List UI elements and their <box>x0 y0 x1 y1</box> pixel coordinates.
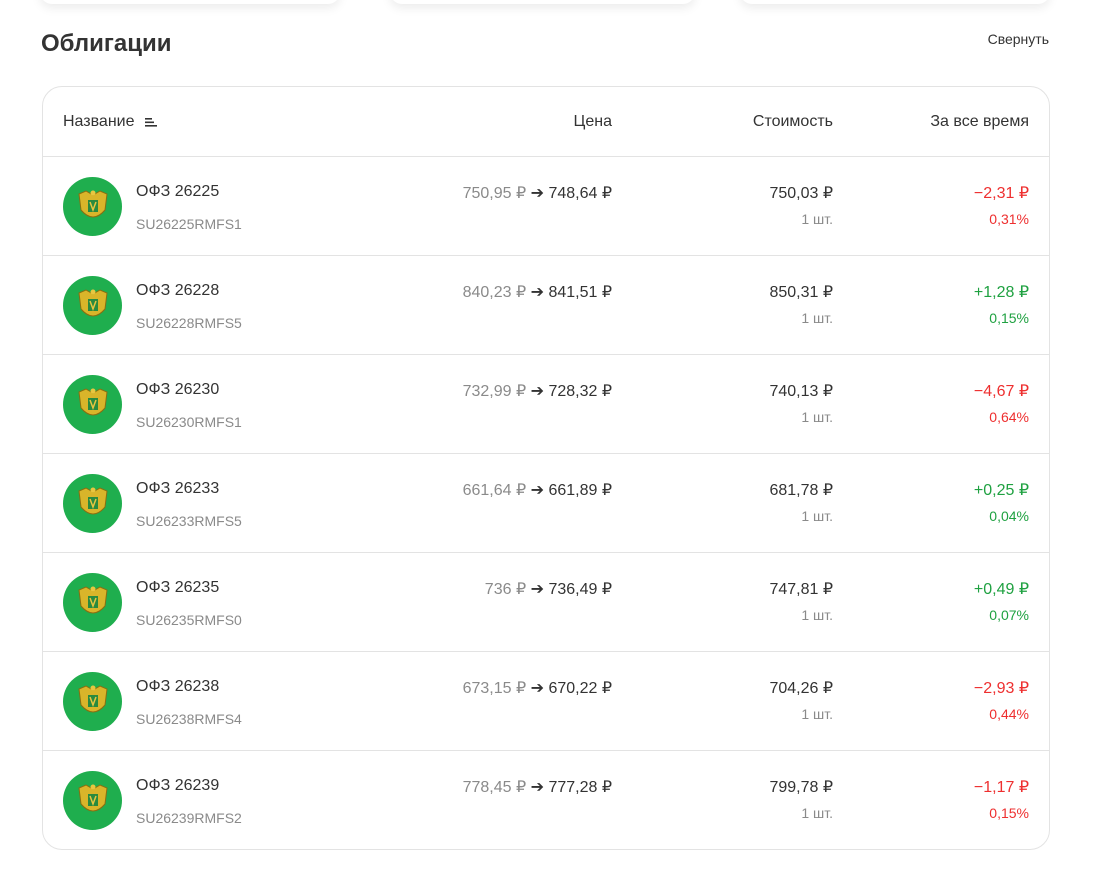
profit-loss: −2,31 ₽ <box>973 185 1029 202</box>
price-old: 673,15 ₽ <box>462 680 527 697</box>
bond-logo-icon <box>63 474 122 533</box>
cost-value: 704,26 ₽ <box>769 680 833 697</box>
table-row[interactable]: ОФЗ 26225 SU26225RMFS1 750,95 ₽ ➔ 748,64… <box>43 157 1049 256</box>
table-row[interactable]: ОФЗ 26238 SU26238RMFS4 673,15 ₽ ➔ 670,22… <box>43 652 1049 751</box>
cost-value: 740,13 ₽ <box>769 383 833 400</box>
header-name[interactable]: Название <box>63 113 157 131</box>
top-card <box>390 0 695 4</box>
price-change: 661,64 ₽ ➔ 661,89 ₽ <box>463 480 612 500</box>
quantity: 1 шт. <box>801 310 833 326</box>
profit-loss: −4,67 ₽ <box>973 383 1029 400</box>
bond-name[interactable]: ОФЗ 26225 <box>136 183 220 200</box>
header-price[interactable]: Цена <box>573 113 612 130</box>
price-change: 840,23 ₽ ➔ 841,51 ₽ <box>463 282 612 302</box>
bond-isin: SU26235RMFS0 <box>136 612 242 628</box>
bond-isin: SU26228RMFS5 <box>136 315 242 331</box>
bond-name[interactable]: ОФЗ 26230 <box>136 381 220 398</box>
price-new: 841,51 ₽ <box>548 284 612 301</box>
profit-loss-percent: 0,64% <box>989 409 1029 425</box>
profit-loss-percent: 0,44% <box>989 706 1029 722</box>
bond-logo-icon <box>63 177 122 236</box>
table-row[interactable]: ОФЗ 26230 SU26230RMFS1 732,99 ₽ ➔ 728,32… <box>43 355 1049 454</box>
top-card <box>740 0 1050 4</box>
bond-name[interactable]: ОФЗ 26238 <box>136 678 220 695</box>
cost-value: 799,78 ₽ <box>769 779 833 796</box>
quantity: 1 шт. <box>801 706 833 722</box>
section-title: Облигации <box>41 30 172 57</box>
price-new: 728,32 ₽ <box>548 383 612 400</box>
cost-value: 750,03 ₽ <box>769 185 833 202</box>
profit-loss-percent: 0,04% <box>989 508 1029 524</box>
quantity: 1 шт. <box>801 211 833 227</box>
table-row[interactable]: ОФЗ 26233 SU26233RMFS5 661,64 ₽ ➔ 661,89… <box>43 454 1049 553</box>
bond-name[interactable]: ОФЗ 26239 <box>136 777 220 794</box>
price-new: 777,28 ₽ <box>548 779 612 796</box>
table-row[interactable]: ОФЗ 26239 SU26239RMFS2 778,45 ₽ ➔ 777,28… <box>43 751 1049 849</box>
profit-loss-percent: 0,15% <box>989 805 1029 821</box>
bond-name[interactable]: ОФЗ 26233 <box>136 480 220 497</box>
profit-loss: −2,93 ₽ <box>973 680 1029 697</box>
arrow-right-icon: ➔ <box>530 581 544 598</box>
price-old: 778,45 ₽ <box>462 779 527 796</box>
bond-logo-icon <box>63 672 122 731</box>
profit-loss-percent: 0,07% <box>989 607 1029 623</box>
table-header: Название Цена Стоимость За все время <box>43 87 1049 157</box>
price-old: 732,99 ₽ <box>462 383 527 400</box>
price-change: 732,99 ₽ ➔ 728,32 ₽ <box>463 381 612 401</box>
top-card <box>40 0 340 4</box>
price-change: 673,15 ₽ ➔ 670,22 ₽ <box>463 678 612 698</box>
bond-name[interactable]: ОФЗ 26235 <box>136 579 220 596</box>
quantity: 1 шт. <box>801 805 833 821</box>
bond-logo-icon <box>63 771 122 830</box>
bond-isin: SU26239RMFS2 <box>136 810 242 826</box>
profit-loss: +0,49 ₽ <box>973 581 1029 598</box>
arrow-right-icon: ➔ <box>530 284 544 301</box>
profit-loss: +1,28 ₽ <box>973 284 1029 301</box>
quantity: 1 шт. <box>801 607 833 623</box>
price-change: 736 ₽ ➔ 736,49 ₽ <box>485 579 612 599</box>
arrow-right-icon: ➔ <box>530 779 544 796</box>
bond-isin: SU26238RMFS4 <box>136 711 242 727</box>
bond-isin: SU26230RMFS1 <box>136 414 242 430</box>
collapse-button[interactable]: Свернуть <box>987 31 1049 47</box>
price-old: 840,23 ₽ <box>462 284 527 301</box>
header-name-label: Название <box>63 113 135 130</box>
table-row[interactable]: ОФЗ 26228 SU26228RMFS5 840,23 ₽ ➔ 841,51… <box>43 256 1049 355</box>
price-new: 736,49 ₽ <box>548 581 612 598</box>
profit-loss-percent: 0,31% <box>989 211 1029 227</box>
cost-value: 681,78 ₽ <box>769 482 833 499</box>
price-new: 661,89 ₽ <box>548 482 612 499</box>
profit-loss: +0,25 ₽ <box>973 482 1029 499</box>
bond-isin: SU26233RMFS5 <box>136 513 242 529</box>
price-old: 661,64 ₽ <box>462 482 527 499</box>
price-change: 750,95 ₽ ➔ 748,64 ₽ <box>463 183 612 203</box>
arrow-right-icon: ➔ <box>530 482 544 499</box>
table-row[interactable]: ОФЗ 26235 SU26235RMFS0 736 ₽ ➔ 736,49 ₽ … <box>43 553 1049 652</box>
price-new: 670,22 ₽ <box>548 680 612 697</box>
cost-value: 850,31 ₽ <box>769 284 833 301</box>
bonds-table: Название Цена Стоимость За все время ОФЗ… <box>42 86 1050 850</box>
quantity: 1 шт. <box>801 409 833 425</box>
profit-loss-percent: 0,15% <box>989 310 1029 326</box>
arrow-right-icon: ➔ <box>530 185 544 202</box>
bond-name[interactable]: ОФЗ 26228 <box>136 282 220 299</box>
header-cost[interactable]: Стоимость <box>752 113 833 130</box>
cost-value: 747,81 ₽ <box>769 581 833 598</box>
header-all-time[interactable]: За все время <box>930 113 1029 130</box>
quantity: 1 шт. <box>801 508 833 524</box>
price-old: 736 ₽ <box>484 581 527 598</box>
bond-logo-icon <box>63 573 122 632</box>
sort-icon[interactable] <box>144 117 157 127</box>
price-change: 778,45 ₽ ➔ 777,28 ₽ <box>463 777 612 797</box>
bond-logo-icon <box>63 375 122 434</box>
bond-logo-icon <box>63 276 122 335</box>
arrow-right-icon: ➔ <box>530 383 544 400</box>
price-new: 748,64 ₽ <box>548 185 612 202</box>
bond-isin: SU26225RMFS1 <box>136 216 242 232</box>
arrow-right-icon: ➔ <box>530 680 544 697</box>
price-old: 750,95 ₽ <box>462 185 527 202</box>
profit-loss: −1,17 ₽ <box>973 779 1029 796</box>
